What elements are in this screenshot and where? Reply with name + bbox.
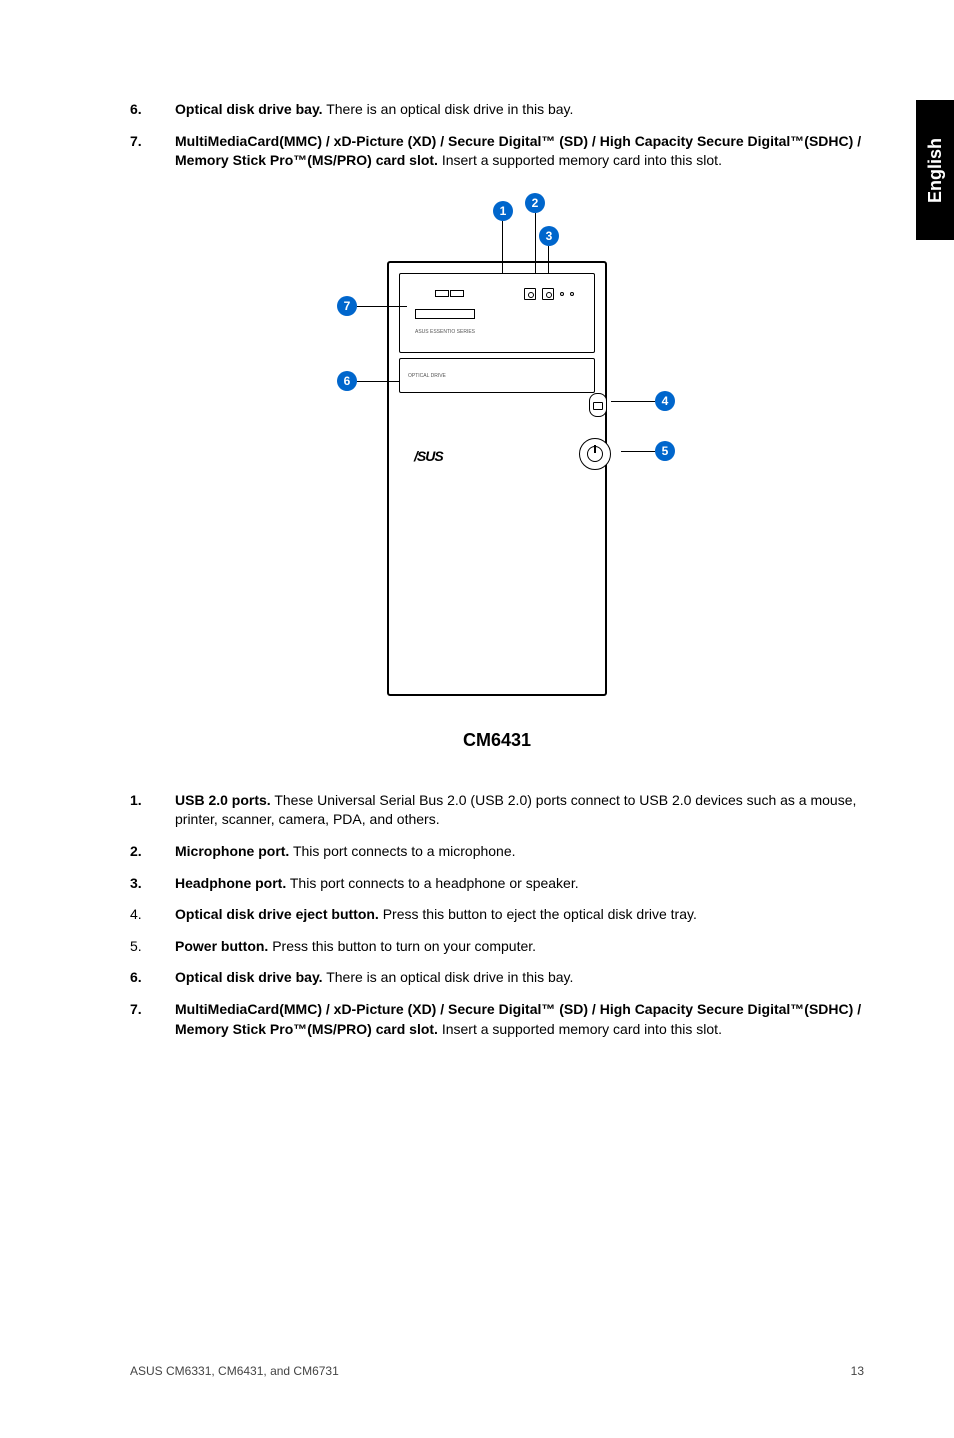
front-panel-top: ASUS ESSENTIO SERIES (399, 273, 595, 353)
list-term: Optical disk drive bay. (175, 969, 323, 985)
power-button-icon (579, 438, 611, 470)
usb-port (450, 290, 464, 297)
list-term: Optical disk drive eject button. (175, 906, 379, 922)
top-io-ports (435, 286, 574, 302)
list-number: 7. (130, 132, 175, 171)
callout-lead (502, 221, 503, 273)
list-number: 7. (130, 1000, 175, 1039)
led-icon (570, 292, 574, 296)
callout-bubble: 6 (337, 371, 357, 391)
list-item: 2.Microphone port. This port connects to… (130, 842, 864, 862)
list-desc: This port connects to a headphone or spe… (286, 875, 578, 891)
list-term: Power button. (175, 938, 268, 954)
callout-lead (548, 246, 549, 274)
list-text: Power button. Press this button to turn … (175, 937, 864, 957)
diagram-container: ASUS ESSENTIO SERIES OPTICAL DRIVE /SUS … (130, 201, 864, 751)
series-text: ASUS ESSENTIO SERIES (415, 329, 475, 335)
list-item: 7.MultiMediaCard(MMC) / xD-Picture (XD) … (130, 1000, 864, 1039)
headphone-jack-icon (542, 288, 554, 300)
list-number: 6. (130, 100, 175, 120)
list-number: 3. (130, 874, 175, 894)
usb-port (435, 290, 449, 297)
list-number: 4. (130, 905, 175, 925)
list-desc: There is an optical disk drive in this b… (323, 101, 574, 117)
callout-lead (357, 306, 407, 307)
callout-lead (357, 381, 399, 382)
callout-lead (621, 451, 655, 452)
asus-logo: /SUS (414, 448, 443, 464)
bottom-list: 1.USB 2.0 ports. These Universal Serial … (130, 791, 864, 1039)
list-desc: Insert a supported memory card into this… (438, 152, 722, 168)
callout-bubble: 7 (337, 296, 357, 316)
list-item: 3.Headphone port. This port connects to … (130, 874, 864, 894)
list-desc: This port connects to a microphone. (289, 843, 515, 859)
callout-bubble: 3 (539, 226, 559, 246)
list-term: Headphone port. (175, 875, 286, 891)
model-label: CM6431 (307, 730, 687, 751)
callout-bubble: 5 (655, 441, 675, 461)
card-reader-slot-icon (415, 309, 475, 319)
list-number: 2. (130, 842, 175, 862)
list-desc: There is an optical disk drive in this b… (323, 969, 574, 985)
language-tab: English (916, 100, 954, 240)
led-icon (560, 292, 564, 296)
list-desc: These Universal Serial Bus 2.0 (USB 2.0)… (175, 792, 856, 828)
list-text: MultiMediaCard(MMC) / xD-Picture (XD) / … (175, 132, 864, 171)
list-item: 6.Optical disk drive bay. There is an op… (130, 968, 864, 988)
list-term: USB 2.0 ports. (175, 792, 271, 808)
tower-diagram: ASUS ESSENTIO SERIES OPTICAL DRIVE /SUS … (307, 201, 687, 751)
list-desc: Insert a supported memory card into this… (438, 1021, 722, 1037)
list-text: USB 2.0 ports. These Universal Serial Bu… (175, 791, 864, 830)
list-term: Optical disk drive bay. (175, 101, 323, 117)
tower-outline: ASUS ESSENTIO SERIES OPTICAL DRIVE /SUS (387, 261, 607, 696)
top-list: 6.Optical disk drive bay. There is an op… (130, 100, 864, 171)
callout-lead (535, 213, 536, 273)
list-text: Microphone port. This port connects to a… (175, 842, 864, 862)
list-item: 5.Power button. Press this button to tur… (130, 937, 864, 957)
list-term: Microphone port. (175, 843, 289, 859)
list-number: 6. (130, 968, 175, 988)
list-number: 5. (130, 937, 175, 957)
usb-ports (435, 290, 464, 297)
mic-jack-icon (524, 288, 536, 300)
list-item: 4.Optical disk drive eject button. Press… (130, 905, 864, 925)
footer-left: ASUS CM6331, CM6431, and CM6731 (130, 1364, 339, 1378)
list-number: 1. (130, 791, 175, 830)
list-item: 1.USB 2.0 ports. These Universal Serial … (130, 791, 864, 830)
footer-page: 13 (851, 1364, 864, 1378)
list-desc: Press this button to turn on your comput… (268, 938, 536, 954)
optical-text: OPTICAL DRIVE (408, 373, 446, 379)
list-text: Optical disk drive bay. There is an opti… (175, 968, 864, 988)
language-label: English (925, 137, 946, 202)
callout-lead (611, 401, 655, 402)
list-text: MultiMediaCard(MMC) / xD-Picture (XD) / … (175, 1000, 864, 1039)
page-footer: ASUS CM6331, CM6431, and CM6731 13 (130, 1364, 864, 1378)
list-text: Optical disk drive bay. There is an opti… (175, 100, 864, 120)
list-item: 6.Optical disk drive bay. There is an op… (130, 100, 864, 120)
list-item: 7.MultiMediaCard(MMC) / xD-Picture (XD) … (130, 132, 864, 171)
list-text: Optical disk drive eject button. Press t… (175, 905, 864, 925)
list-desc: Press this button to eject the optical d… (379, 906, 697, 922)
eject-button-icon (589, 393, 607, 417)
callout-bubble: 2 (525, 193, 545, 213)
list-text: Headphone port. This port connects to a … (175, 874, 864, 894)
optical-bay: OPTICAL DRIVE (399, 358, 595, 393)
callout-bubble: 1 (493, 201, 513, 221)
callout-bubble: 4 (655, 391, 675, 411)
